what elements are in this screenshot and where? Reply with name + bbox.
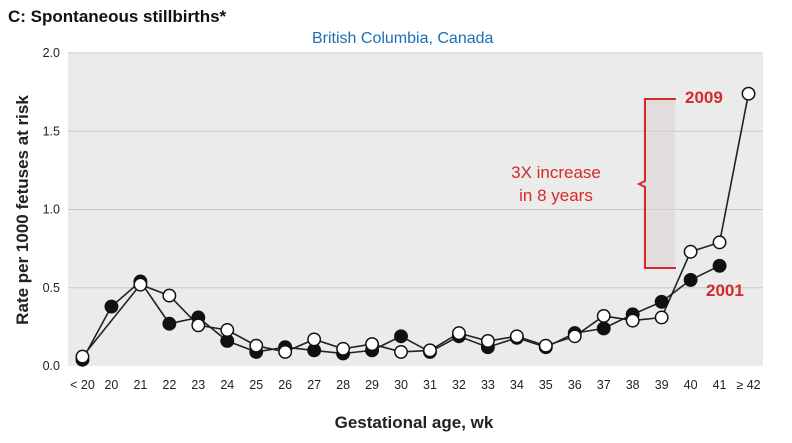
x-tick-label: 20 [104,378,118,392]
increase-highlight-band [643,99,675,269]
x-tick-label: 29 [365,378,379,392]
data-point-2009 [75,349,90,364]
y-tick-label-1.0: 1.0 [43,203,60,217]
series-label-2001: 2001 [706,281,744,300]
x-tick-label: 25 [249,378,263,392]
y-tick-label-2.0: 2.0 [43,46,60,60]
y-tick-label-1.5: 1.5 [43,124,60,138]
series-label-2009: 2009 [685,88,723,107]
data-point-2009 [596,308,611,323]
data-point-2009 [336,341,351,356]
data-point-2009 [423,343,437,358]
increase-annotation-line2: in 8 years [519,186,593,205]
data-point-2009 [683,244,698,259]
x-tick-label: 41 [713,378,727,392]
x-tick-label: 40 [684,378,698,392]
data-point-2009 [567,329,582,344]
x-tick-label: 21 [133,378,147,392]
increase-annotation-line1: 3X increase [511,163,601,182]
data-point-2009 [394,344,408,359]
x-tick-label: 28 [336,378,350,392]
y-tick-label-0.0: 0.0 [43,359,60,373]
chart-title: C: Spontaneous stillbirths* [8,7,227,26]
x-tick-label: 34 [510,378,524,392]
chart-subtitle: British Columbia, Canada [312,30,494,47]
x-tick-label: ≥ 42 [736,378,760,392]
data-point-2001 [162,316,177,331]
data-series [75,86,756,367]
data-point-2009 [480,334,495,348]
x-tick-label: 37 [597,378,611,392]
data-point-2001 [394,329,408,344]
data-point-2009 [451,326,466,341]
data-point-2001 [712,258,727,273]
data-point-2009 [741,86,756,101]
x-tick-label: 33 [481,378,495,392]
data-point-2009 [365,337,380,352]
x-tick-label: 39 [655,378,669,392]
data-point-2009 [191,318,206,333]
x-axis-ticks: < 20 20 21 22 23 24 25 26 27 28 29 30 31 32 33 34 35 36 37… [70,378,761,392]
increase-bracket [636,98,676,269]
x-tick-label: 31 [423,378,437,392]
data-point-2001 [596,321,611,336]
data-point-2009 [249,338,264,353]
x-tick-label: 35 [539,378,553,392]
x-tick-label: 22 [162,378,176,392]
data-point-2001 [104,299,119,314]
data-point-2009 [220,323,235,337]
x-tick-label: 32 [452,378,466,392]
x-tick-label: 26 [278,378,292,392]
y-axis-ticks: 0.0 0.5 1.0 1.5 2.0 [43,46,60,373]
x-tick-label: < 20 [70,378,95,392]
x-tick-label: 30 [394,378,408,392]
x-tick-label: 36 [568,378,582,392]
x-tick-label: 27 [307,378,321,392]
data-point-2009 [162,288,177,303]
data-point-2009 [307,332,322,347]
y-tick-label-0.5: 0.5 [43,281,60,295]
x-tick-label: 24 [220,378,234,392]
data-point-2009 [625,313,640,328]
data-point-2001 [654,294,669,309]
x-tick-label: 23 [191,378,205,392]
data-point-2001 [683,272,698,287]
x-tick-label: 38 [626,378,640,392]
data-point-2009 [278,344,293,359]
data-point-2009 [654,310,669,325]
x-axis-label: Gestational age, wk [335,413,494,432]
data-point-2009 [509,329,524,344]
y-axis-label: Rate per 1000 fetuses at risk [13,95,32,325]
data-point-2009 [538,338,553,353]
data-point-2009 [133,277,148,292]
data-point-2009 [712,235,727,250]
